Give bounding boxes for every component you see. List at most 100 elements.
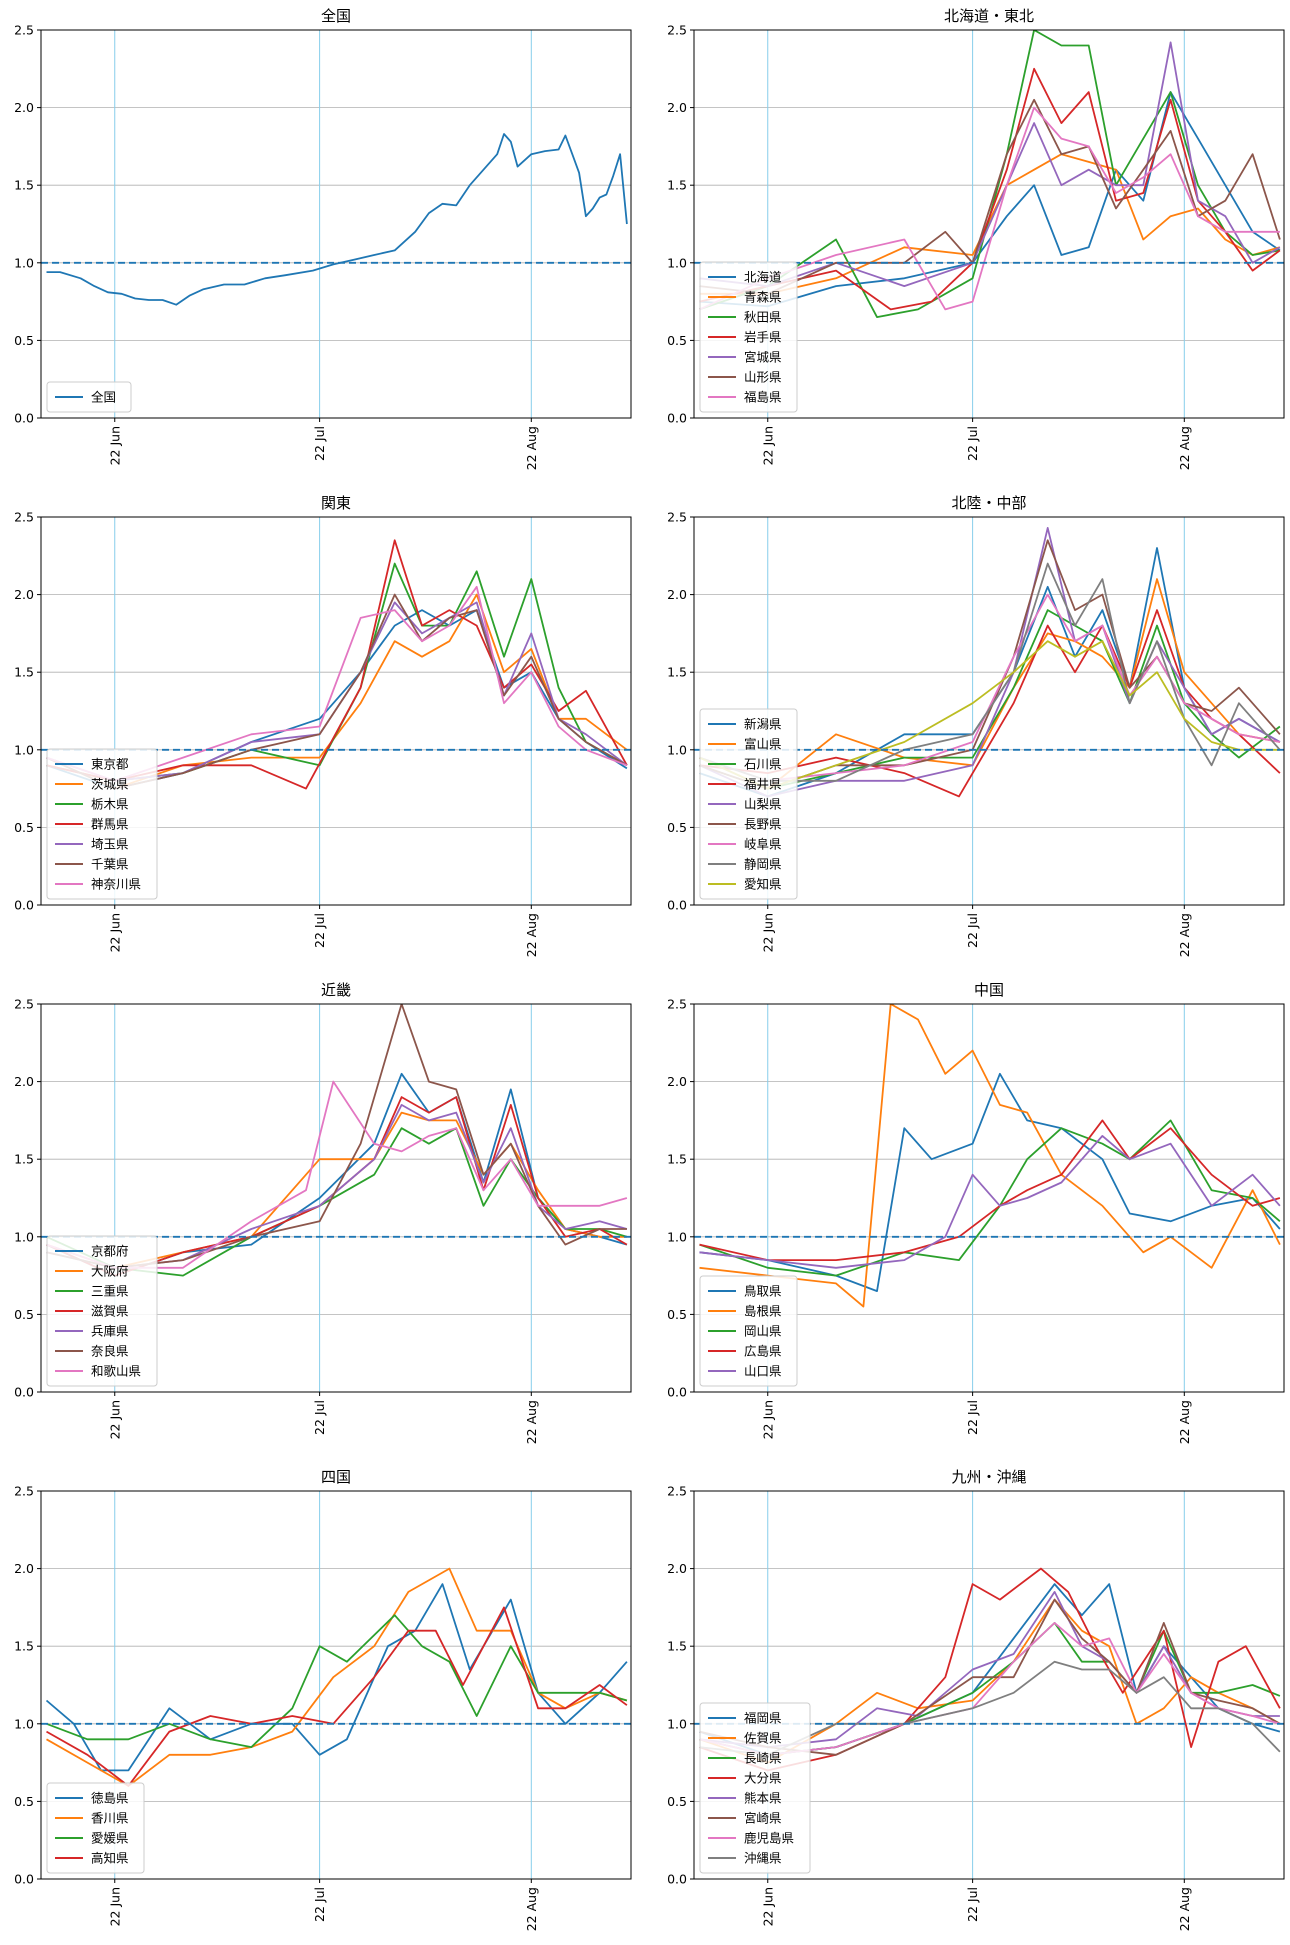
y-tick-label: 0.5 xyxy=(667,1794,687,1809)
series-line xyxy=(699,1598,1281,1764)
y-tick-label: 2.5 xyxy=(667,23,687,38)
y-tick-label: 2.5 xyxy=(14,1484,34,1499)
series-line xyxy=(46,1004,627,1269)
legend-label: 徳島県 xyxy=(91,1791,129,1806)
y-tick-label: 2.5 xyxy=(14,23,34,38)
x-tick-label: 22 Aug xyxy=(524,913,539,957)
plot-frame xyxy=(40,516,632,906)
subplot-title: 中国 xyxy=(974,981,1004,999)
x-tick-label: 22 Aug xyxy=(1177,913,1192,957)
series-line xyxy=(699,1598,1281,1756)
legend-label: 北海道 xyxy=(744,270,782,285)
series-line xyxy=(699,1660,1281,1756)
x-tick-label: 22 Jun xyxy=(760,426,775,465)
legend-label: 神奈川県 xyxy=(91,877,141,892)
y-tick-label: 2.5 xyxy=(667,1484,687,1499)
legend-label: 兵庫県 xyxy=(91,1324,129,1339)
series-line xyxy=(46,1104,628,1269)
legend-label: 滋賀県 xyxy=(91,1304,129,1319)
x-tick-label: 22 Aug xyxy=(524,1887,539,1931)
y-tick-label: 0.5 xyxy=(667,1307,687,1322)
x-tick-label: 22 Jul xyxy=(312,426,327,461)
series-line xyxy=(699,91,1281,308)
plot-frame xyxy=(693,29,1285,419)
y-tick-label: 0.0 xyxy=(667,1872,687,1887)
x-tick-label: 22 Aug xyxy=(524,1400,539,1444)
x-tick-label: 22 Jul xyxy=(312,1400,327,1435)
subplot-7: 0.0 0.5 1.0 1.5 2.0 2.5 22 Jun 22 Jul 22 Aug 九州・沖… xyxy=(667,1468,1285,1931)
y-tick-label: 1.0 xyxy=(667,742,687,757)
y-tick-label: 0.5 xyxy=(667,333,687,348)
series-line xyxy=(46,1080,628,1269)
legend-box xyxy=(46,1235,158,1387)
legend-label: 広島県 xyxy=(744,1344,782,1359)
legend-label: 全国 xyxy=(91,390,116,405)
y-tick-label: 0.5 xyxy=(14,333,34,348)
legend-label: 愛媛県 xyxy=(91,1831,129,1846)
y-tick-label: 0.5 xyxy=(14,1794,34,1809)
x-tick-label: 22 Jun xyxy=(760,1887,775,1926)
legend-label: 福岡県 xyxy=(744,1711,782,1726)
series-line xyxy=(46,1096,628,1277)
legend-box xyxy=(699,261,798,413)
legend-label: 東京都 xyxy=(91,757,129,772)
x-tick-label: 22 Jun xyxy=(107,1887,122,1926)
y-tick-label: 2.0 xyxy=(14,587,34,602)
legend-label: 秋田県 xyxy=(744,310,782,325)
series-line xyxy=(46,601,628,782)
x-tick-label: 22 Aug xyxy=(1177,1887,1192,1931)
subplot-4: 0.0 0.5 1.0 1.5 2.0 2.5 22 Jun 22 Jul 22 Aug 近畿京都… xyxy=(14,981,632,1444)
legend-label: 大阪府 xyxy=(91,1264,129,1279)
legend-label: 青森県 xyxy=(744,290,782,305)
y-tick-label: 2.0 xyxy=(667,1074,687,1089)
series-line xyxy=(46,1567,628,1787)
legend-label: 長崎県 xyxy=(744,1751,782,1766)
subplot-title: 四国 xyxy=(321,1468,351,1486)
y-tick-label: 1.5 xyxy=(667,178,687,193)
legend-label: 福井県 xyxy=(744,777,782,792)
y-tick-label: 2.0 xyxy=(14,1561,34,1576)
y-tick-label: 2.0 xyxy=(14,1074,34,1089)
y-tick-label: 1.5 xyxy=(667,1639,687,1654)
y-tick-label: 1.5 xyxy=(667,665,687,680)
plot-frame xyxy=(693,516,1285,906)
y-tick-label: 0.5 xyxy=(14,820,34,835)
series-line xyxy=(699,41,1281,287)
legend-label: 岡山県 xyxy=(744,1324,782,1339)
x-tick-label: 22 Jul xyxy=(965,1887,980,1922)
subplot-5: 0.0 0.5 1.0 1.5 2.0 2.5 22 Jun 22 Jul 22 Aug 中国鳥取… xyxy=(667,981,1285,1444)
legend-label: 宮崎県 xyxy=(744,1811,782,1826)
subplot-title: 関東 xyxy=(321,494,351,512)
legend-box xyxy=(699,1702,811,1874)
legend-label: 山梨県 xyxy=(744,797,782,812)
plot-frame xyxy=(693,1490,1285,1880)
y-tick-label: 1.5 xyxy=(14,665,34,680)
series-line xyxy=(699,106,1280,311)
y-tick-label: 1.0 xyxy=(14,255,34,270)
legend-box xyxy=(699,708,798,900)
legend-label: 大分県 xyxy=(744,1771,782,1786)
legend-label: 奈良県 xyxy=(91,1344,129,1359)
y-tick-label: 0.0 xyxy=(14,1385,34,1400)
legend-label: 山形県 xyxy=(744,370,782,385)
x-tick-label: 22 Jul xyxy=(965,426,980,461)
legend-label: 三重県 xyxy=(91,1284,129,1299)
y-tick-label: 1.0 xyxy=(14,1716,34,1731)
legend-label: 香川県 xyxy=(91,1811,129,1826)
legend-label: 岐阜県 xyxy=(744,837,782,852)
series-line xyxy=(699,30,1281,318)
series-line xyxy=(46,1614,628,1748)
y-tick-label: 1.5 xyxy=(14,178,34,193)
subplot-title: 近畿 xyxy=(321,981,351,999)
legend-label: 岩手県 xyxy=(744,330,782,345)
series-line xyxy=(699,1119,1281,1277)
legend-label: 島根県 xyxy=(744,1304,782,1319)
x-tick-label: 22 Jul xyxy=(312,913,327,948)
plot-frame xyxy=(693,1003,1285,1393)
